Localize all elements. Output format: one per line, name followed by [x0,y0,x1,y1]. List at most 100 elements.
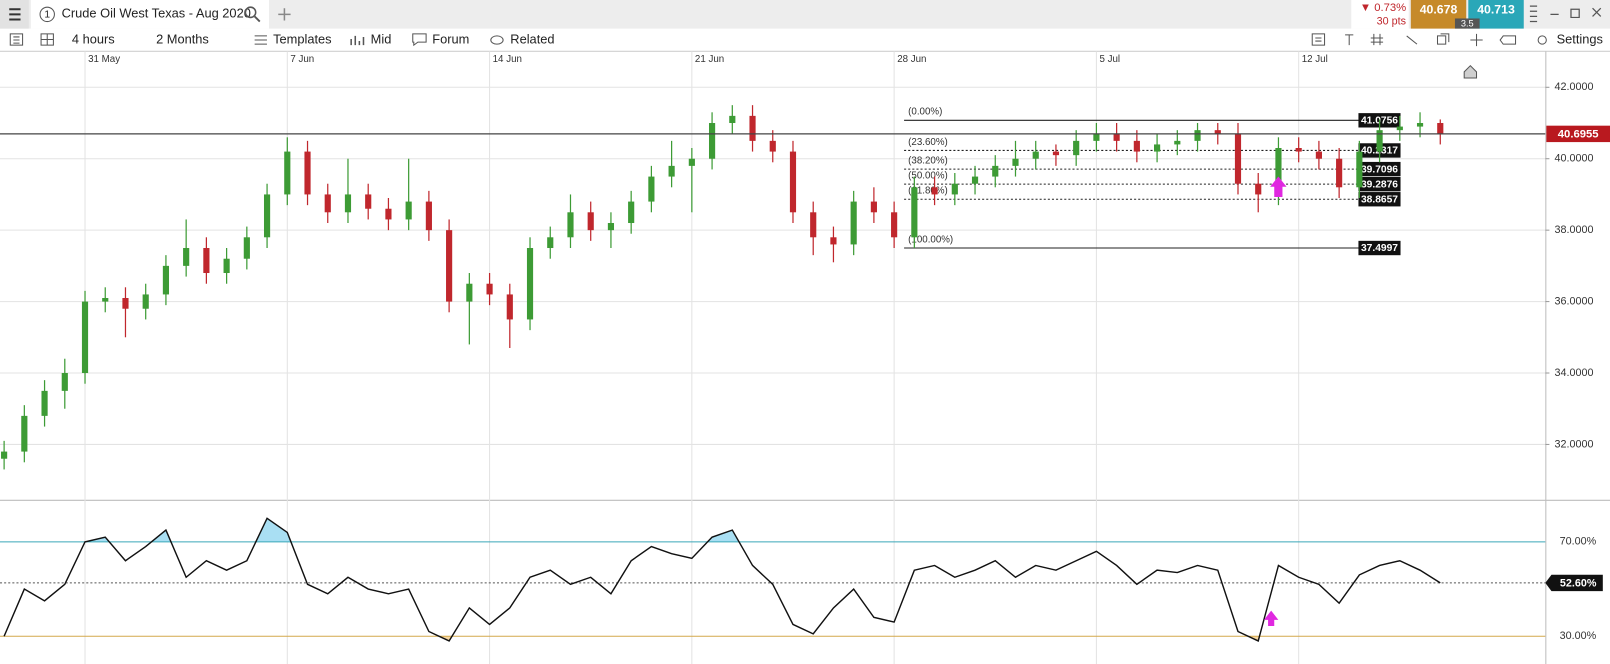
y-tick-label: 42.0000 [1555,81,1594,93]
candle-body [628,201,635,224]
x-tick-label: 31 May [88,54,120,65]
candle-body [243,237,250,259]
candle-body [102,298,109,302]
x-tick-label: 7 Jun [290,54,314,65]
candle-body [547,237,554,249]
chart-layer: 31 May 7 Jun 14 Jun 21 Jun 28 Jun 5 Jul 12 Jul… [0,51,1610,664]
candle-body [729,115,736,124]
fib-label: (100.00%) [908,234,953,245]
candle-body [526,248,534,320]
signal-arrow [1270,176,1287,198]
candle-body [850,201,857,245]
candle-body [486,283,493,295]
forum-icon [412,33,427,47]
templates[interactable]: Templates [273,31,331,46]
candle-body [769,140,776,152]
search-icon[interactable] [244,6,257,19]
candle-body [1234,133,1242,184]
fib-value-box [1358,161,1401,177]
y-tick-label: 40.0000 [1555,153,1594,165]
candle-body [263,194,271,238]
list-icon[interactable] [9,33,24,46]
candle-body [1295,148,1302,152]
settings[interactable]: Settings [1557,31,1603,46]
range[interactable]: 2 Months [156,31,209,46]
candle-body [708,123,716,159]
last-price-box [1546,125,1610,143]
tab-title: Crude Oil West Texas - Aug 2020 [62,6,251,21]
candle-body [1093,133,1100,141]
fib-label: (50.00%) [908,171,948,182]
y-tick-label: 70.00% [1560,536,1597,548]
candle-body [607,223,615,231]
candle-body [1032,151,1039,159]
rsi-last-label: 52.60% [1560,577,1597,589]
y-tick-label: 34.0000 [1555,367,1594,379]
fib-value: 38.8657 [1361,194,1398,205]
y-tick-label: 36.0000 [1555,295,1594,307]
fib-label: (38.20%) [908,155,948,166]
spread-box [1454,18,1480,29]
menu-icon [9,8,21,21]
instrument-tab[interactable] [30,0,270,29]
candle-body [688,158,695,166]
signal-arrow [1263,610,1279,627]
candle-body [1174,140,1181,145]
fib-label: (23.60%) [908,137,948,148]
rsi-last-box [1545,574,1603,592]
candle-body [405,201,412,220]
window-controls[interactable] [1529,5,1602,23]
y-tick-label: 32.0000 [1555,438,1594,450]
candle-body [324,194,331,213]
candle-body [992,165,999,177]
candle-body [1012,158,1019,166]
candle-body [344,194,352,213]
candle-body [749,115,756,141]
change-box [1351,0,1409,29]
x-tick-label: 28 Jun [897,54,926,65]
toolbar-icons[interactable] [1311,33,1517,47]
fib-label: (0.00%) [908,107,942,118]
related[interactable]: Related [510,31,554,46]
candle-body [1275,148,1282,195]
candle-body [1255,183,1262,195]
candle-body [789,151,797,213]
spread: 3.5 [1461,19,1474,29]
candle-body [1113,133,1120,141]
candle-body [162,265,170,295]
forum[interactable]: Forum [432,31,469,46]
candle-body [971,176,979,184]
price-type[interactable]: Mid [371,31,392,46]
scroll-marker[interactable] [1463,64,1478,79]
candle-body [61,373,68,391]
candle-body [911,187,918,238]
candle-body [21,415,28,452]
x-tick-label: 14 Jun [493,54,522,65]
candle-body [365,194,372,209]
candle-body [1052,151,1060,156]
candle-body [567,212,574,238]
candle-body [385,208,392,220]
candle-body [1416,123,1424,127]
candle-body [304,151,311,195]
interval[interactable]: 4 hours [72,31,115,46]
fib-value: 39.2876 [1361,179,1398,190]
candle-body [931,187,938,195]
add-tab[interactable] [278,8,291,21]
candle-body [1154,144,1161,152]
candle-body [425,201,432,231]
fib-value-box [1358,192,1401,207]
candle-body [951,183,958,195]
fib-label: (61.80%) [908,186,948,197]
candle-body [183,248,190,266]
candle-body [122,298,129,309]
layout-icon[interactable] [40,33,54,46]
related-icon [490,35,504,45]
candle-body [668,165,675,177]
x-tick-label: 12 Jul [1302,54,1328,65]
x-tick-label: 5 Jul [1099,54,1120,65]
fib-value: 37.4997 [1361,243,1398,254]
x-tick-label: 21 Jun [695,54,724,65]
